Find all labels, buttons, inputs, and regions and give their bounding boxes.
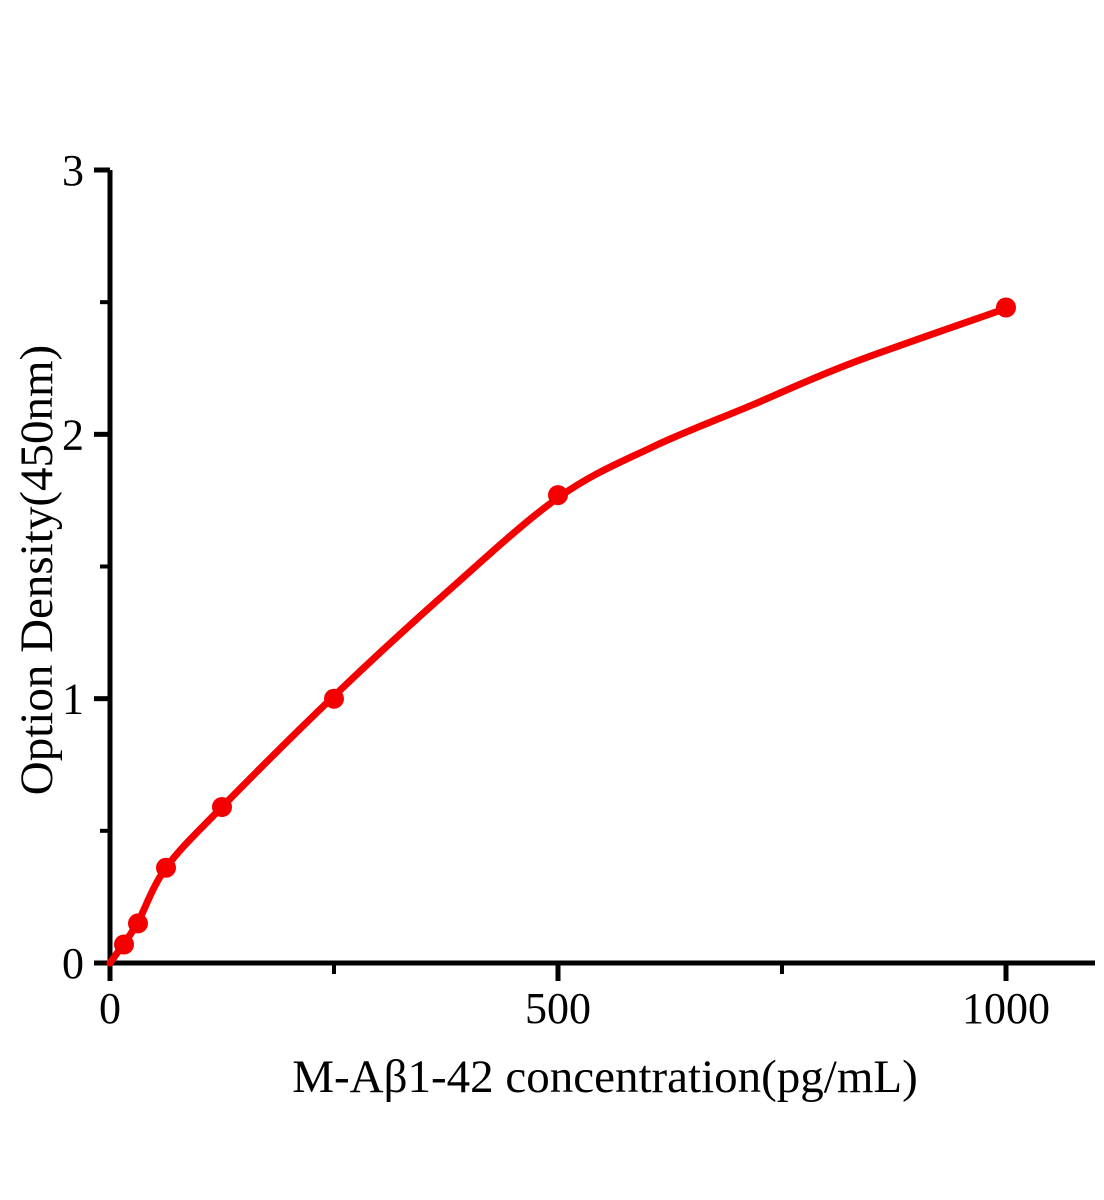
data-point-marker bbox=[156, 857, 176, 878]
data-point-marker bbox=[996, 297, 1016, 318]
y-tick-label: 2 bbox=[62, 410, 84, 459]
y-tick-label: 1 bbox=[62, 675, 84, 724]
data-point-marker bbox=[114, 934, 134, 955]
x-axis-title: M-Aβ1-42 concentration(pg/mL) bbox=[292, 1051, 918, 1103]
data-point-marker bbox=[324, 688, 344, 709]
y-tick-label: 0 bbox=[62, 939, 84, 988]
x-tick-label: 0 bbox=[99, 984, 121, 1033]
y-axis-title: Option Density(450nm) bbox=[11, 345, 63, 795]
data-point-marker bbox=[212, 797, 232, 817]
chart-layer: 0 1 2 3 0 500 1000 bbox=[62, 146, 1095, 1033]
y-tick-label: 3 bbox=[62, 146, 84, 195]
fit-curve-path bbox=[106, 304, 1013, 967]
data-point-marker bbox=[128, 913, 148, 934]
x-tick-label: 500 bbox=[525, 984, 591, 1033]
x-tick-label: 1000 bbox=[962, 984, 1050, 1033]
data-point-marker bbox=[548, 485, 568, 506]
